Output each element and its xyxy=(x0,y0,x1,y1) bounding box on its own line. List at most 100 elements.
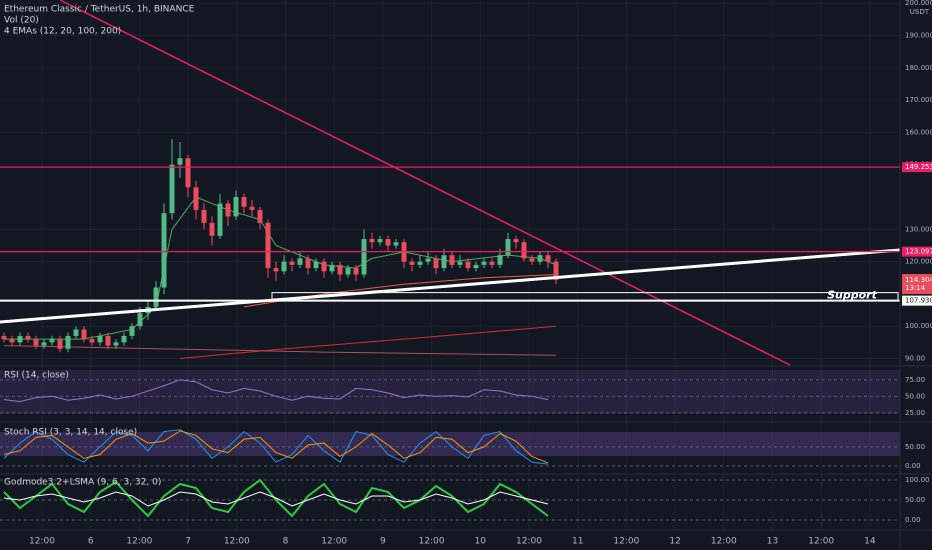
x-tick-label: 12:00 xyxy=(224,537,250,547)
x-tick-label: 7 xyxy=(185,537,191,547)
y-tick-label: 50.00 xyxy=(905,496,925,504)
x-tick-label: 10 xyxy=(475,537,487,547)
y-tick-label: 25.00 xyxy=(905,409,925,417)
y-tick-label: 180.000 xyxy=(905,64,932,72)
candle-body xyxy=(497,255,503,265)
legend-line: 4 EMAs (12, 20, 100, 200) xyxy=(4,27,121,37)
stoch-line xyxy=(3,429,549,465)
candle-body xyxy=(449,255,455,265)
candle-body xyxy=(273,268,279,272)
y-tick-label: 75.00 xyxy=(905,376,925,384)
candle-body xyxy=(113,342,119,346)
candle-body xyxy=(393,242,399,246)
godmode-line xyxy=(3,478,549,518)
candle-body xyxy=(361,239,367,275)
ema-line xyxy=(3,345,557,356)
candle-body xyxy=(57,339,63,349)
candle-body xyxy=(105,335,111,346)
y-tick-label: 160.000 xyxy=(905,128,932,136)
candle-body xyxy=(89,339,95,343)
y-tick-label: 90.00 xyxy=(905,355,925,363)
candle-body xyxy=(177,158,183,165)
pane-title: RSI (14, close) xyxy=(4,371,69,381)
candle-body xyxy=(257,209,263,223)
chart-title: Ethereum Classic / TetherUS, 1h, BINANCE xyxy=(4,5,195,15)
candle-body xyxy=(513,239,519,243)
y-tick-label: 0.00 xyxy=(905,516,921,524)
candle-body xyxy=(81,329,87,340)
candle-body xyxy=(201,209,207,223)
y-tick-label: 200.000 xyxy=(905,0,932,7)
candle-body xyxy=(537,255,543,262)
stoch-line xyxy=(3,430,549,464)
x-tick-label: 8 xyxy=(283,537,289,547)
x-tick-label: 12:00 xyxy=(126,537,152,547)
x-tick-label: 13 xyxy=(767,537,778,547)
candle-body xyxy=(489,261,495,265)
candle-body xyxy=(409,261,415,265)
pane-title: Stoch RSI (3, 3, 14, 14, close) xyxy=(4,428,137,438)
x-tick-label: 12:00 xyxy=(613,537,639,547)
y-tick-label: 100.00 xyxy=(905,476,930,484)
candle-body xyxy=(417,261,423,265)
candle-body xyxy=(481,261,487,265)
candle-body xyxy=(137,313,143,327)
candle-body xyxy=(281,261,287,272)
candle-body xyxy=(49,339,55,343)
candle-body xyxy=(233,197,239,217)
candle-body xyxy=(169,164,175,214)
legend-line: Vol (20) xyxy=(4,16,39,26)
y-tick-label: 50.00 xyxy=(905,443,925,451)
candle-body xyxy=(473,264,479,269)
x-tick-label: 12:00 xyxy=(516,537,542,547)
rsi-band xyxy=(0,370,900,414)
price-label-box xyxy=(902,246,932,257)
support-line xyxy=(0,248,901,324)
price-label: 107.930 xyxy=(905,297,932,305)
candle-body xyxy=(505,239,511,256)
x-tick-label: 12:00 xyxy=(419,537,445,547)
price-label-box xyxy=(902,274,932,295)
candle-body xyxy=(521,242,527,259)
candle-body xyxy=(265,222,271,269)
candle-body xyxy=(313,261,319,269)
price-label-box xyxy=(902,162,932,173)
candle-body xyxy=(161,213,167,288)
candle-body xyxy=(129,326,135,336)
candle-body xyxy=(337,264,343,275)
price-label-box xyxy=(902,295,932,306)
candle-body xyxy=(369,239,375,243)
annotation: Support xyxy=(827,289,877,302)
candle-body xyxy=(121,335,127,343)
x-tick-label: 12:00 xyxy=(808,537,834,547)
candle-body xyxy=(289,261,295,265)
x-tick-label: 12:00 xyxy=(29,537,55,547)
candle-body xyxy=(33,339,39,346)
candle-body xyxy=(545,255,551,262)
candle-body xyxy=(17,335,23,343)
candle-body xyxy=(153,287,159,307)
price-label: 149.253 xyxy=(905,163,932,171)
rsi-line xyxy=(3,379,549,403)
candle-body xyxy=(465,261,471,269)
countdown: 13:14 xyxy=(905,284,926,292)
x-tick-label: 12:00 xyxy=(711,537,737,547)
price-label: 123.097 xyxy=(905,248,932,256)
stoch-band xyxy=(0,432,900,456)
candle-body xyxy=(305,258,311,269)
y-tick-label: 0.00 xyxy=(905,462,921,470)
candle-body xyxy=(193,187,199,210)
candle-body xyxy=(73,329,79,336)
candle-body xyxy=(41,342,47,346)
candle-body xyxy=(1,335,7,340)
candle-body xyxy=(185,158,191,188)
y-tick-label: 120.000 xyxy=(905,258,932,266)
candle-body xyxy=(377,239,383,243)
candle-body xyxy=(297,258,303,265)
candle-body xyxy=(9,339,15,343)
x-tick-label: 6 xyxy=(88,537,94,547)
price-label: 114.304 xyxy=(905,276,932,284)
x-tick-label: 12 xyxy=(669,537,680,547)
candle-body xyxy=(25,335,31,340)
